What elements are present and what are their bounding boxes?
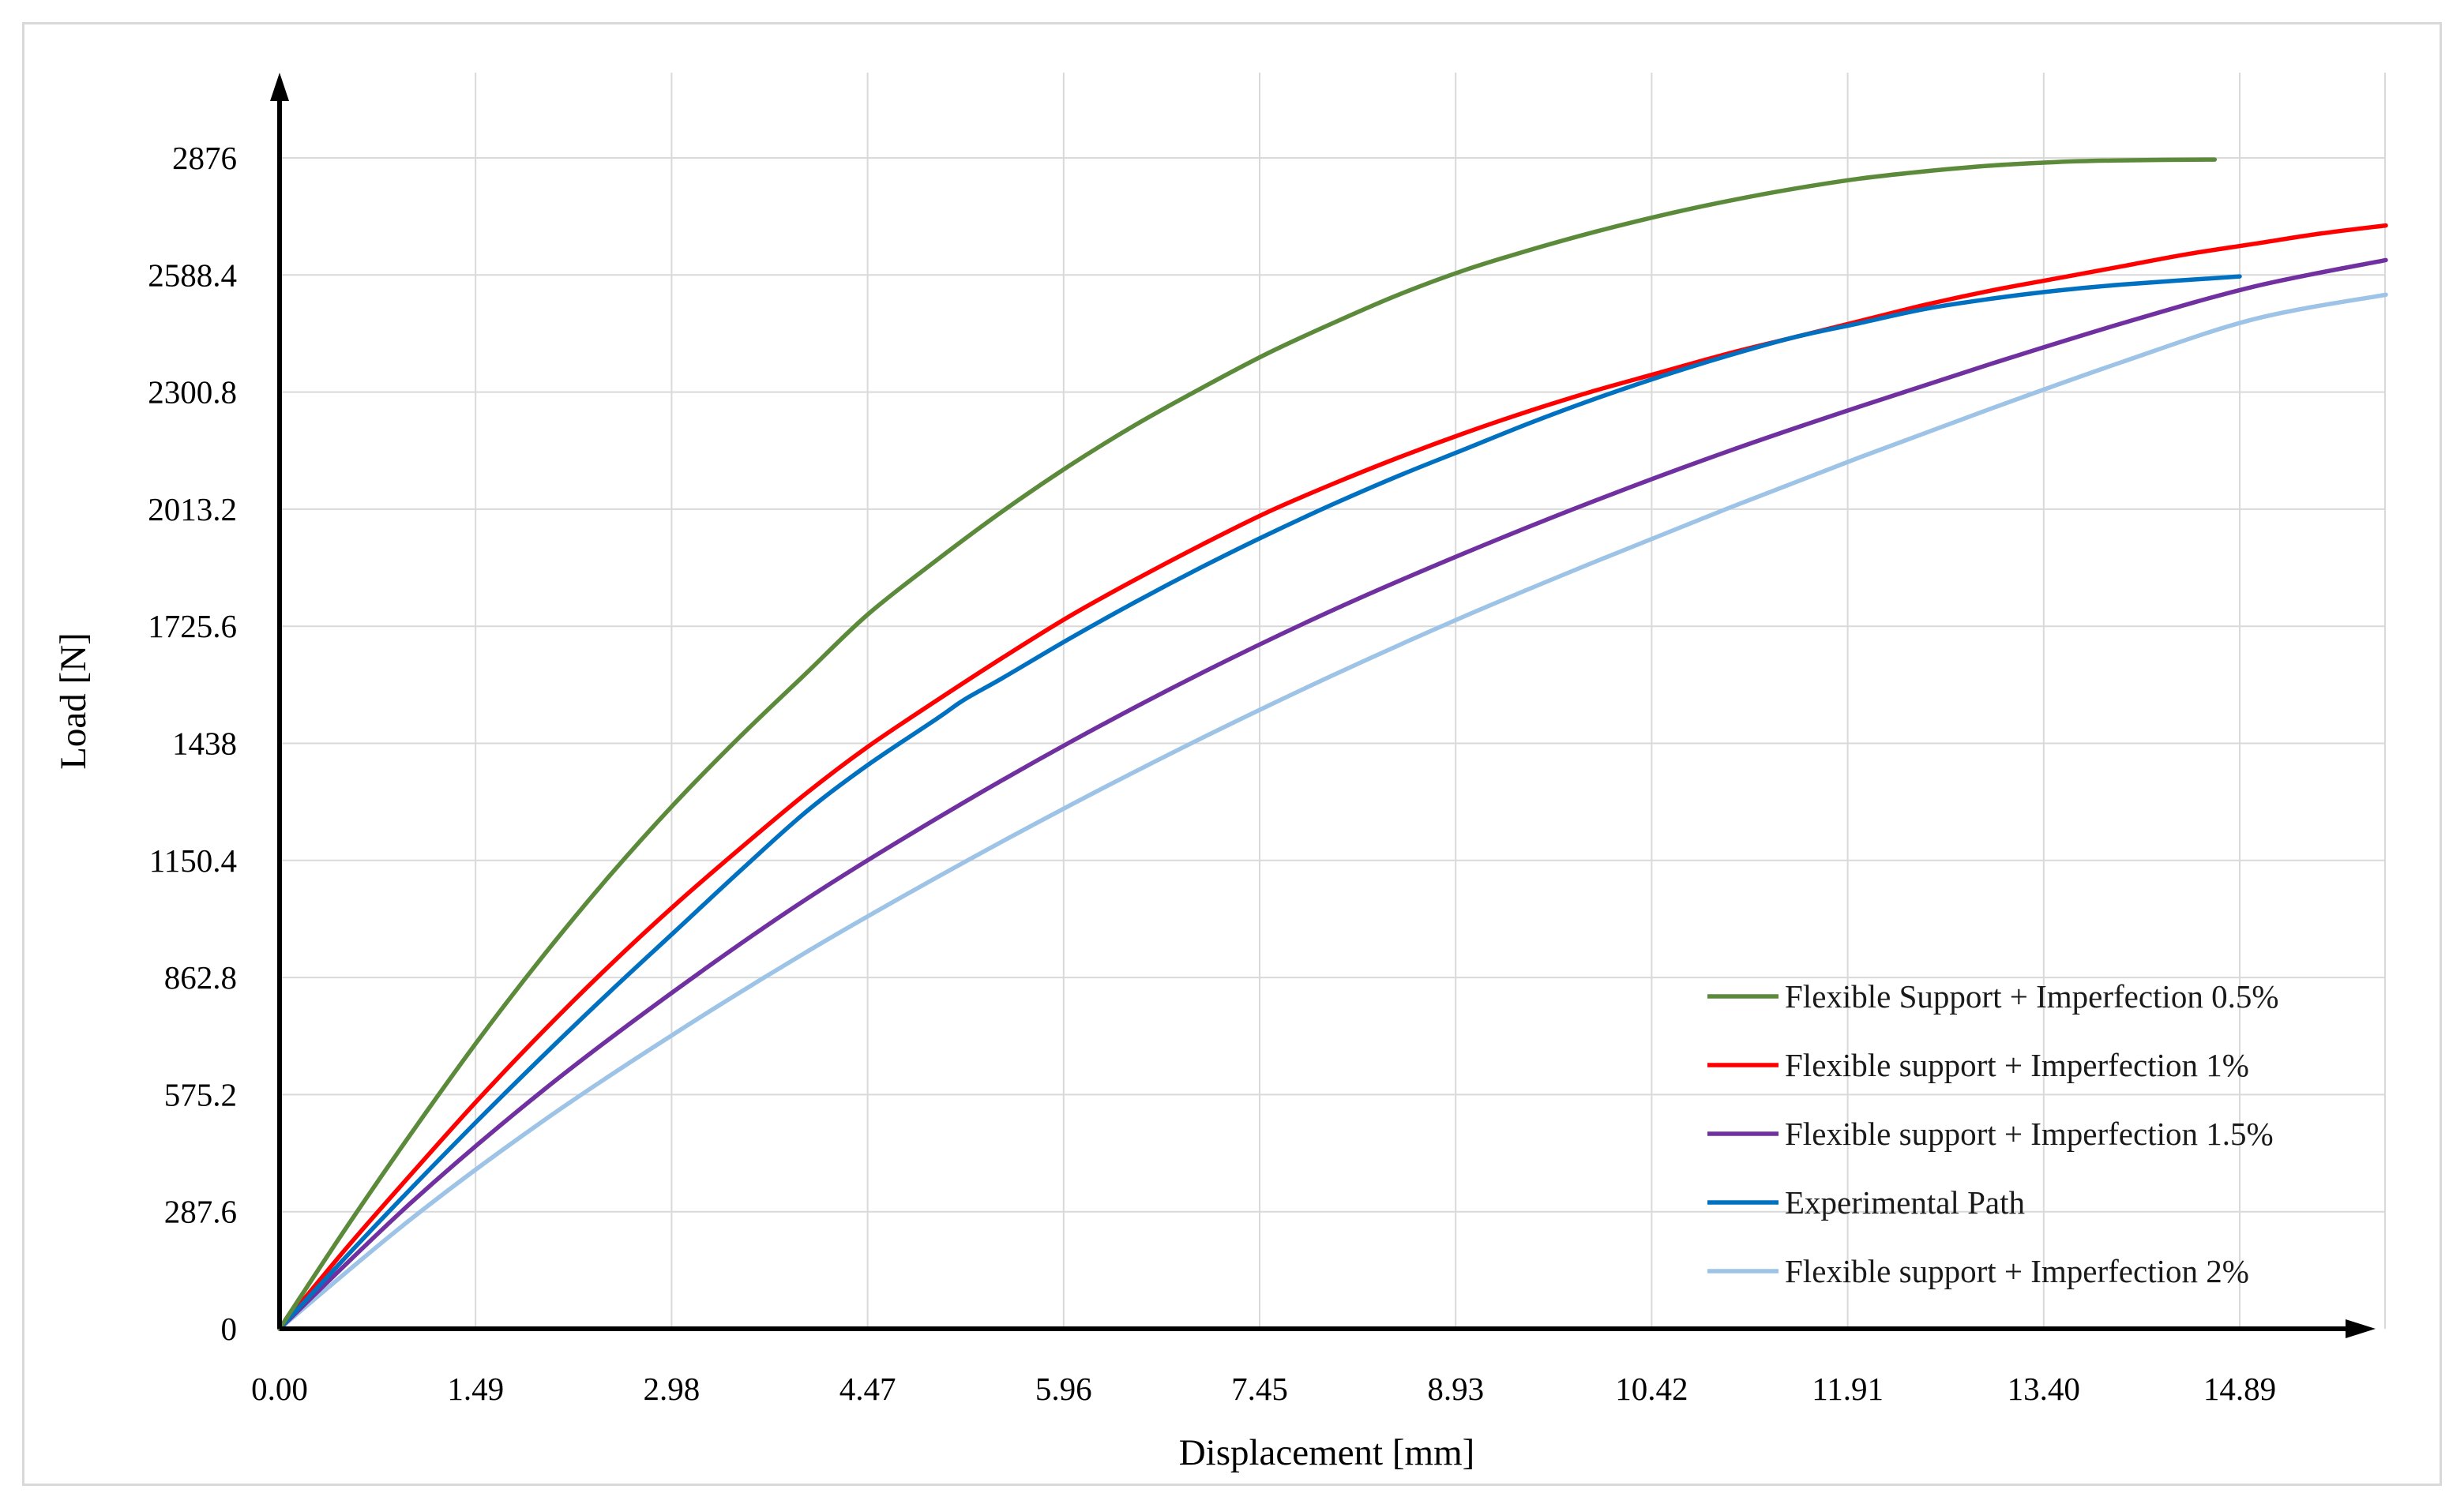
y-tick-label: 287.6 bbox=[164, 1194, 237, 1230]
tick-labels: 0.00 1.49 2.98 4.47 5.96 7.45 8.93 10.42 11.91 13… bbox=[148, 140, 2276, 1407]
x-tick-label: 0.00 bbox=[251, 1371, 308, 1407]
x-tick-label: 2.98 bbox=[644, 1371, 701, 1407]
chart-frame bbox=[22, 22, 2442, 1486]
axes bbox=[270, 73, 2376, 1338]
y-axis-title: Load [N] bbox=[53, 632, 94, 770]
legend-label: Experimental Path bbox=[1785, 1184, 2025, 1221]
y-tick-label: 2013.2 bbox=[148, 491, 237, 527]
series-line-1 bbox=[277, 157, 2218, 1331]
series-lines bbox=[277, 157, 2388, 1331]
x-tick-label: 13.40 bbox=[2008, 1371, 2080, 1407]
y-tick-label: 1150.4 bbox=[149, 842, 237, 879]
legend-label: Flexible support + Imperfection 1% bbox=[1785, 1047, 2249, 1083]
x-tick-label: 8.93 bbox=[1427, 1371, 1484, 1407]
series-line-4 bbox=[277, 274, 2242, 1331]
y-tick-label: 862.8 bbox=[164, 959, 237, 996]
legend-label: Flexible Support + Imperfection 0.5% bbox=[1785, 978, 2278, 1015]
legend: Flexible Support + Imperfection 0.5% Flex… bbox=[1707, 978, 2278, 1289]
legend-label: Flexible support + Imperfection 2% bbox=[1785, 1253, 2249, 1289]
y-tick-label: 2300.8 bbox=[148, 374, 237, 411]
y-tick-label: 0 bbox=[221, 1311, 238, 1347]
x-axis-arrowhead bbox=[2346, 1319, 2376, 1338]
x-axis-title: Displacement [mm] bbox=[1179, 1432, 1475, 1473]
x-tick-label: 5.96 bbox=[1035, 1371, 1092, 1407]
x-tick-label: 10.42 bbox=[1615, 1371, 1688, 1407]
x-tick-label: 14.89 bbox=[2203, 1371, 2276, 1407]
x-tick-label: 11.91 bbox=[1812, 1371, 1884, 1407]
series-line-2 bbox=[277, 223, 2388, 1331]
x-tick-label: 1.49 bbox=[447, 1371, 504, 1407]
y-axis-arrowhead bbox=[270, 73, 289, 101]
y-tick-label: 575.2 bbox=[164, 1076, 237, 1112]
y-tick-label: 2876 bbox=[172, 140, 237, 176]
series-line-5 bbox=[277, 292, 2388, 1331]
y-tick-label: 1438 bbox=[172, 726, 237, 762]
series-line-3 bbox=[277, 257, 2388, 1331]
y-tick-label: 1725.6 bbox=[148, 608, 237, 644]
y-tick-label: 2588.4 bbox=[148, 257, 237, 293]
legend-label: Flexible support + Imperfection 1.5% bbox=[1785, 1116, 2274, 1152]
x-tick-label: 4.47 bbox=[839, 1371, 896, 1407]
x-tick-label: 7.45 bbox=[1231, 1371, 1288, 1407]
